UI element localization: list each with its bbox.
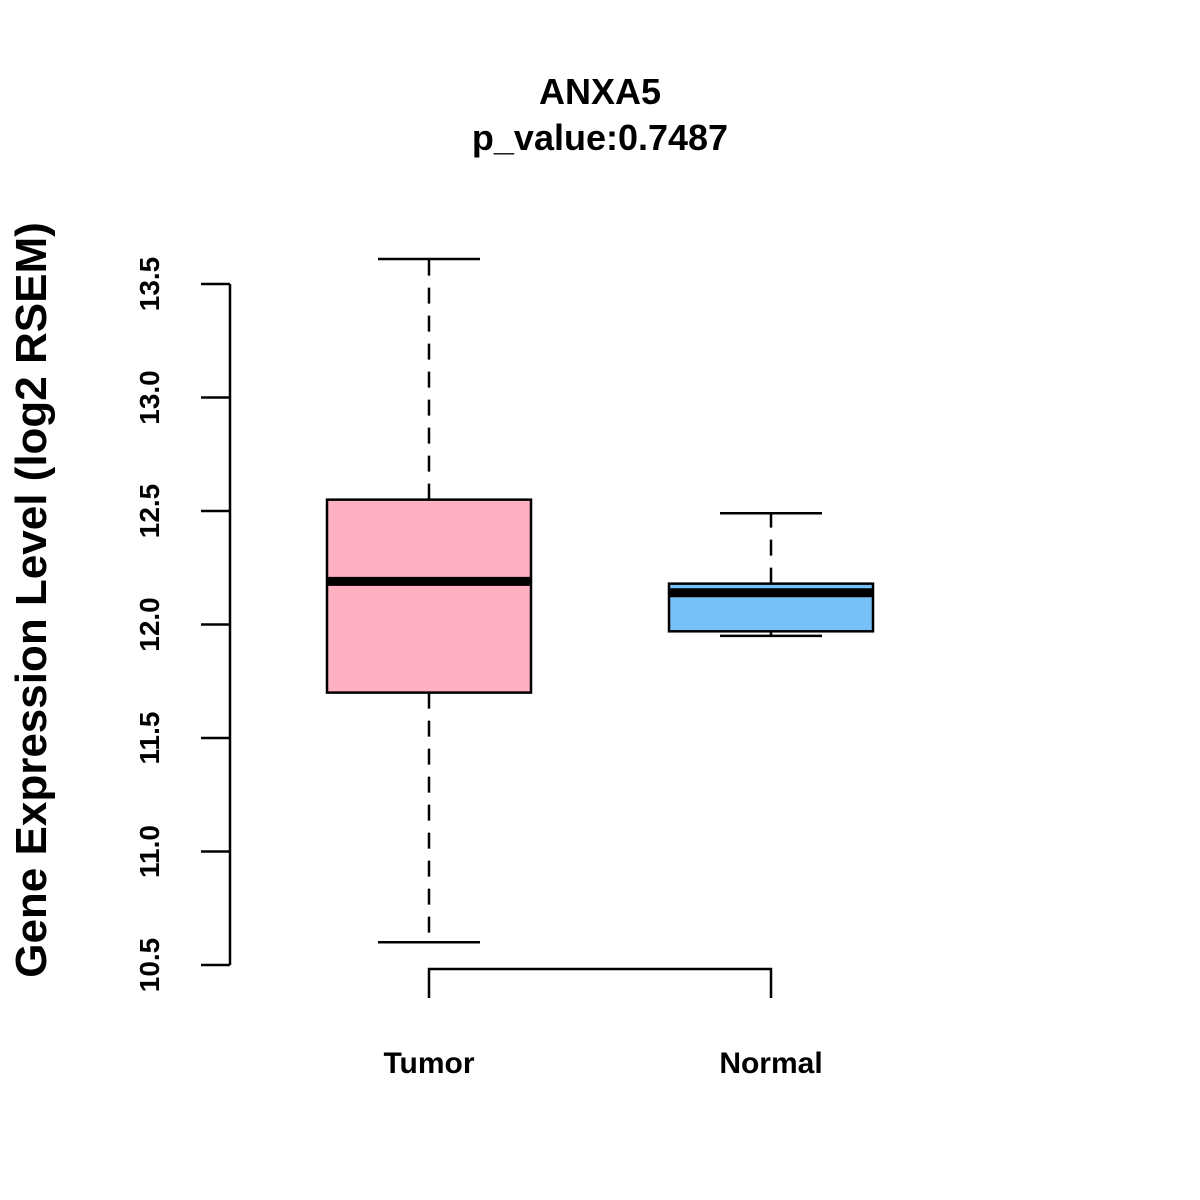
boxes-group <box>325 257 875 944</box>
y-tick-label: 11.5 <box>134 712 165 765</box>
y-tick-label: 12.5 <box>134 484 165 539</box>
y-tick-label: 13.5 <box>134 257 165 312</box>
box-rect <box>325 498 533 694</box>
x-axis-labels: Tumor Normal <box>383 1047 822 1080</box>
box-tumor <box>325 257 533 944</box>
chart-subtitle: p_value:0.7487 <box>472 117 728 158</box>
x-tick-label-normal: Normal <box>719 1047 822 1080</box>
y-tick-label: 12.0 <box>134 597 165 652</box>
y-axis-label: Gene Expression Level (log2 RSEM) <box>7 222 56 978</box>
box-normal <box>667 512 875 638</box>
bracket-line <box>427 967 773 998</box>
y-axis: 10.5 11.0 11.5 12.0 12.5 13.0 13.5 <box>134 257 232 993</box>
x-tick-label-tumor: Tumor <box>383 1047 474 1080</box>
y-tick-label: 11.0 <box>134 825 165 878</box>
y-tick-label: 10.5 <box>134 938 165 993</box>
comparison-bracket <box>427 967 773 998</box>
y-tick-label: 13.0 <box>134 370 165 425</box>
chart-title: ANXA5 <box>539 71 661 112</box>
